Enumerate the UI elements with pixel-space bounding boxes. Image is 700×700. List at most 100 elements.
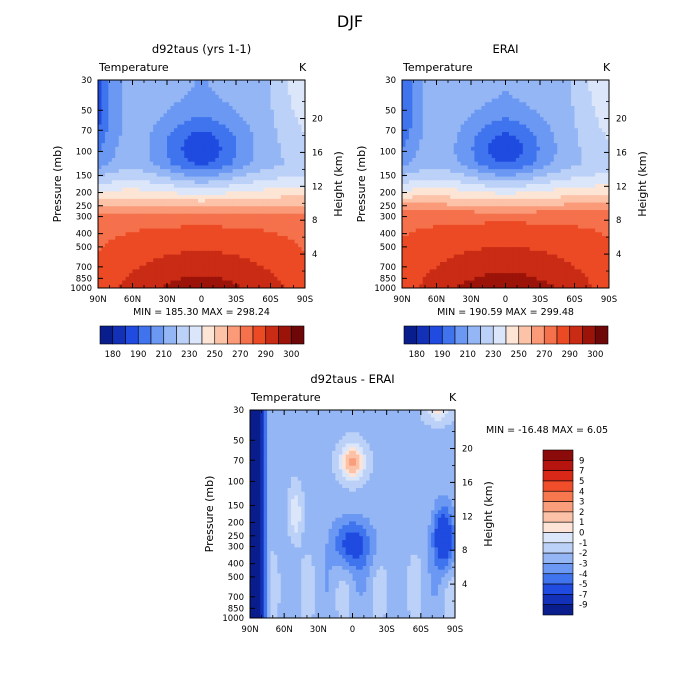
contour-cell [160,258,165,263]
contour-cell [160,172,165,178]
contour-cell [267,120,272,126]
contour-cell [595,87,600,92]
contour-cell [508,102,513,107]
contour-cell [249,224,254,230]
contour-cell [204,124,209,129]
contour-cell [156,247,161,252]
contour-cell [508,117,513,122]
contour-cell [160,109,165,115]
contour-cell [253,154,258,159]
contour-cell [222,180,227,185]
contour-cell [422,83,427,89]
contour-cell [142,132,147,137]
contour-cell [201,143,206,148]
contour-cell [170,232,175,237]
contour-cell [436,117,441,122]
contour-cell [173,180,178,185]
contour-cell [277,276,282,282]
contour-cell [149,217,154,222]
contour-cell [232,247,237,252]
contour-cell [419,113,424,118]
contour-cell [270,165,275,170]
contour-cell [277,273,282,278]
contour-cell [298,265,303,271]
contour-cell [256,232,261,237]
contour-cell [477,135,482,141]
contour-cell [453,143,458,148]
contour-cell [436,102,441,107]
contour-cell [129,210,134,215]
contour-cell [502,94,507,100]
contour-cell [477,132,482,137]
contour-cell [115,284,120,288]
contour-cell [163,210,168,215]
contour-cell [173,187,178,193]
contour-cell [533,150,538,155]
contour-cell [194,135,199,141]
contour-cell [553,124,558,129]
contour-cell [263,273,268,278]
contour-cell [208,273,213,278]
colorbar-swatch [125,325,139,345]
contour-cell [553,161,558,167]
contour-cell [273,269,278,274]
contour-cell [208,113,213,118]
contour-cell [111,135,116,141]
contour-cell [177,184,182,189]
contour-cell [488,124,493,129]
contour-cell [187,250,192,256]
contour-cell [273,250,278,256]
contour-cell [236,269,241,274]
contour-cell [605,154,609,159]
contour-cell [287,87,292,92]
contour-cell [567,91,572,96]
contour-cell [602,87,607,92]
contour-cell [173,139,178,144]
contour-cell [173,191,178,196]
contour-cell [163,106,168,111]
contour-cell [408,124,413,129]
contour-cell [118,124,123,129]
contour-cell [550,83,555,89]
contour-cell [222,210,227,215]
contour-cell [208,224,213,230]
contour-cell [208,265,213,271]
contour-cell [184,128,189,133]
contour-cell [242,247,247,252]
contour-cell [436,106,441,111]
contour-cell [129,158,134,163]
contour-cell [540,165,545,170]
contour-cell [108,273,113,278]
contour-cell [191,247,196,252]
contour-cell [419,98,424,103]
contour-cell [284,239,289,245]
contour-cell [284,135,289,141]
contour-cell [242,117,247,122]
contour-cell [101,280,106,285]
contour-cell [443,165,448,170]
contour-cell [267,276,272,282]
contour-cell [450,154,455,159]
contour-cell [167,262,172,267]
contour-cell [280,280,285,285]
contour-cell [225,106,230,111]
contour-cell [115,135,120,141]
contour-cell [232,117,237,122]
contour-cell [201,146,206,152]
contour-cell [498,83,503,89]
contour-cell [419,135,424,141]
contour-cell [553,132,558,137]
contour-cell [402,80,407,85]
contour-cell [522,139,527,144]
contour-cell [232,198,237,204]
contour-cell [291,94,296,100]
contour-cell [232,250,237,256]
contour-cell [111,169,116,174]
contour-cell [229,102,234,107]
contour-cell [135,273,140,278]
contour-cell [246,158,251,163]
contour-cell [402,109,407,115]
contour-cell [184,158,189,163]
contour-cell [167,154,172,159]
contour-cell [253,269,258,274]
